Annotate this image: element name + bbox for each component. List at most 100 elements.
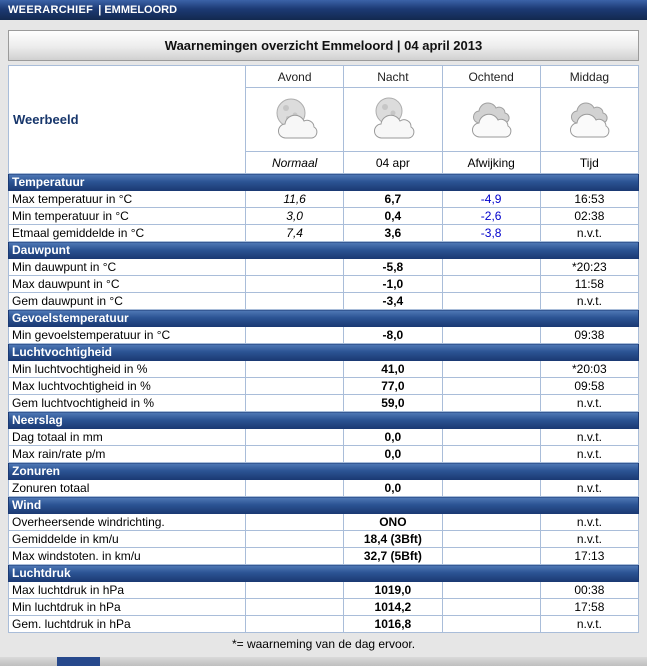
section-title: Zonuren (8, 462, 639, 480)
afwijking-value (441, 377, 541, 395)
tijd-value: n.v.t. (539, 445, 640, 463)
section-header-row: Luchtvochtigheid (8, 343, 639, 361)
tijd-value: *20:03 (539, 360, 640, 378)
section-header-row: Wind (8, 496, 639, 514)
table-row: Gem luchtvochtigheid in % 59,0 n.v.t. (8, 394, 640, 412)
section-header-row: Luchtdruk (8, 564, 639, 582)
row-label: Max dauwpunt in °C (8, 275, 246, 293)
moon-behind-clouds-icon (362, 94, 424, 146)
section-header-row: Temperatuur (8, 173, 639, 191)
tijd-value: *20:23 (539, 258, 640, 276)
afwijking-value (441, 479, 541, 497)
row-label: Gem dauwpunt in °C (8, 292, 246, 310)
weerbeeld-label: Weerbeeld (8, 65, 246, 174)
afwijking-value (441, 581, 541, 599)
afwijking-value (441, 360, 541, 378)
table-row: Max windstoten. in km/u 32,7 (5Bft) 17:13 (8, 547, 640, 565)
table-row: Overheersende windrichting. ONO n.v.t. (8, 513, 640, 531)
period-header-avond: Avond (244, 65, 345, 88)
normaal-value (244, 428, 345, 446)
table-row: Min gevoelstemperatuur in °C -8,0 09:38 (8, 326, 640, 344)
period-header-nacht: Nacht (343, 65, 443, 88)
tijd-value: 02:38 (539, 207, 640, 225)
normaal-value: 11,6 (244, 190, 345, 208)
row-label: Max rain/rate p/m (8, 445, 246, 463)
value-header-row: Normaal 04 apr Afwijking Tijd (9, 151, 640, 174)
row-label: Zonuren totaal (8, 479, 246, 497)
section-title: Luchtdruk (8, 564, 639, 582)
tijd-value: 00:38 (539, 581, 640, 599)
table-row: Min luchtvochtigheid in % 41,0 *20:03 (8, 360, 640, 378)
afwijking-value (441, 530, 541, 548)
observations-table-body: Weerbeeld Avond Nacht Ochtend Middag (8, 65, 640, 633)
afwijking-value (441, 598, 541, 616)
afwijking-value: -3,8 (441, 224, 541, 242)
table-row: Zonuren totaal 0,0 n.v.t. (8, 479, 640, 497)
afwijking-value (441, 275, 541, 293)
section-header-row: Zonuren (8, 462, 639, 480)
section-title: Gevoelstemperatuur (8, 309, 639, 327)
weather-icon-cell-middag (539, 87, 640, 152)
site-title: WEERARCHIEF (8, 4, 94, 16)
afwijking-value (441, 326, 541, 344)
row-label: Max luchtdruk in hPa (8, 581, 246, 599)
day-value: -5,8 (343, 258, 443, 276)
tijd-value: 09:38 (539, 326, 640, 344)
day-value: 41,0 (343, 360, 443, 378)
column-header-tijd: Tijd (539, 151, 640, 174)
row-label: Max temperatuur in °C (8, 190, 246, 208)
normaal-value (244, 615, 345, 633)
table-row: Max dauwpunt in °C -1,0 11:58 (8, 275, 640, 293)
partial-footer-strip (0, 657, 647, 666)
section-header-row: Dauwpunt (8, 241, 639, 259)
day-value: 59,0 (343, 394, 443, 412)
normaal-value (244, 445, 345, 463)
table-row: Max temperatuur in °C 11,6 6,7 -4,9 16:53 (8, 190, 640, 208)
tijd-value: 11:58 (539, 275, 640, 293)
section-title: Wind (8, 496, 639, 514)
table-row: Max rain/rate p/m 0,0 n.v.t. (8, 445, 640, 463)
period-header-middag: Middag (539, 65, 640, 88)
table-row: Etmaal gemiddelde in °C 7,4 3,6 -3,8 n.v.t. (8, 224, 640, 242)
day-value: 18,4 (3Bft) (343, 530, 443, 548)
table-row: Gem. luchtdruk in hPa 1016,8 n.v.t. (8, 615, 640, 633)
table-row: Min luchtdruk in hPa 1014,2 17:58 (8, 598, 640, 616)
tijd-value: 17:58 (539, 598, 640, 616)
section-title: Dauwpunt (8, 241, 639, 259)
tijd-value: n.v.t. (539, 530, 640, 548)
section-title: Temperatuur (8, 173, 639, 191)
day-value: 0,0 (343, 428, 443, 446)
period-header-ochtend: Ochtend (441, 65, 541, 88)
day-value: -3,4 (343, 292, 443, 310)
row-label: Gem. luchtdruk in hPa (8, 615, 246, 633)
row-label: Overheersende windrichting. (8, 513, 246, 531)
table-row: Gem dauwpunt in °C -3,4 n.v.t. (8, 292, 640, 310)
normaal-value (244, 377, 345, 395)
afwijking-value (441, 258, 541, 276)
day-value: 1019,0 (343, 581, 443, 599)
normaal-value (244, 513, 345, 531)
tijd-value: n.v.t. (539, 428, 640, 446)
table-row: Gemiddelde in km/u 18,4 (3Bft) n.v.t. (8, 530, 640, 548)
tijd-value: 09:58 (539, 377, 640, 395)
normaal-value (244, 292, 345, 310)
weather-icon-cell-ochtend (441, 87, 541, 152)
row-label: Min gevoelstemperatuur in °C (8, 326, 246, 344)
day-value: 0,0 (343, 445, 443, 463)
row-label: Min luchtvochtigheid in % (8, 360, 246, 378)
afwijking-value (441, 445, 541, 463)
afwijking-value (441, 394, 541, 412)
partial-footer-blue-fragment (57, 657, 100, 666)
tijd-value: n.v.t. (539, 394, 640, 412)
table-row: Max luchtvochtigheid in % 77,0 09:58 (8, 377, 640, 395)
tijd-value: 17:13 (539, 547, 640, 565)
afwijking-value (441, 547, 541, 565)
page-title: Waarnemingen overzicht Emmeloord | 04 ap… (8, 30, 639, 61)
day-value: 0,4 (343, 207, 443, 225)
afwijking-value (441, 292, 541, 310)
row-label: Max windstoten. in km/u (8, 547, 246, 565)
tijd-value: 16:53 (539, 190, 640, 208)
cloudy-icon (460, 94, 522, 146)
normaal-value (244, 547, 345, 565)
cloudy-icon (558, 94, 620, 146)
